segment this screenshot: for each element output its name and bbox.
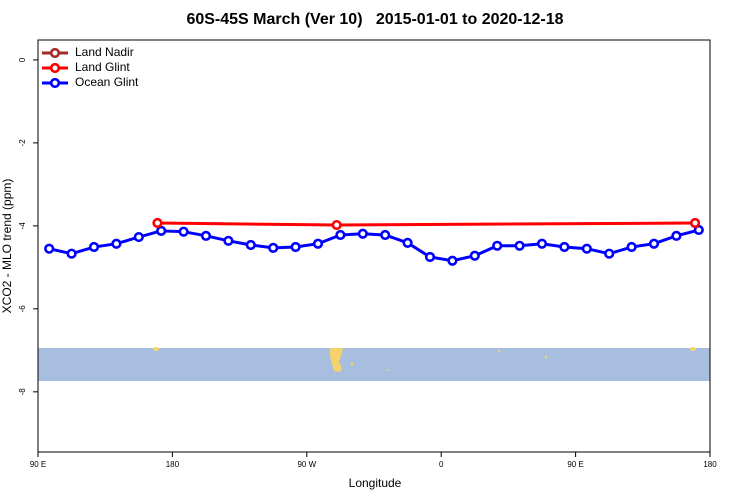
point [245,239,256,251]
chart-title: 60S-45S March (Ver 10) 2015-01-01 to 202… [186,11,563,28]
x-axis-label: Longitude [349,476,402,490]
point [604,248,615,259]
point [671,230,682,241]
point [66,248,77,259]
legend-label: Land Nadir [75,45,134,59]
point [492,240,503,251]
point [111,238,122,249]
land [387,369,389,371]
point [424,251,436,263]
point [152,217,163,229]
y-tick-label: -6 [18,305,27,313]
x-tick-label: 90 E [30,460,46,469]
point [268,242,279,253]
point [88,241,100,253]
y-tick-label: -4 [18,222,27,230]
point [178,226,189,237]
point [626,241,637,253]
y-tick-label: 0 [18,57,27,62]
point [44,243,55,254]
point [514,240,525,251]
point [156,225,167,236]
x-tick-label: 180 [703,460,717,469]
point [536,238,548,249]
point [559,241,570,253]
land [153,347,159,351]
y-tick-label: -2 [18,139,27,147]
point [331,219,342,231]
x-tick-label: 90 E [567,460,583,469]
point [648,238,660,249]
map-band [38,347,710,381]
point [133,231,144,243]
legend-marker [49,62,61,74]
legend-marker [49,47,61,59]
point [223,235,234,246]
point [200,230,212,241]
legend-marker [49,77,61,89]
x-tick-label: 180 [166,460,180,469]
point [312,238,324,249]
x-tick-label: 90 W [297,460,316,469]
point [335,229,346,241]
point [402,237,413,248]
point [447,255,458,266]
legend-label: Ocean Glint [75,75,139,89]
y-tick-label: -8 [18,388,27,396]
y-axis-label: XCO2 - MLO trend (ppm) [0,179,14,314]
land [330,348,343,372]
land [544,355,548,359]
point [357,228,368,239]
land [690,347,696,351]
point [290,241,301,253]
series-line [157,221,696,227]
plot-frame [37,39,711,453]
land [498,350,500,352]
point [380,229,391,241]
point [581,243,592,254]
x-tick-label: 0 [439,460,444,469]
series-line [48,228,700,263]
legend-label: Land Glint [75,60,130,74]
point [689,217,701,229]
ocean-band [38,348,710,381]
point [469,250,480,261]
land [350,362,354,366]
